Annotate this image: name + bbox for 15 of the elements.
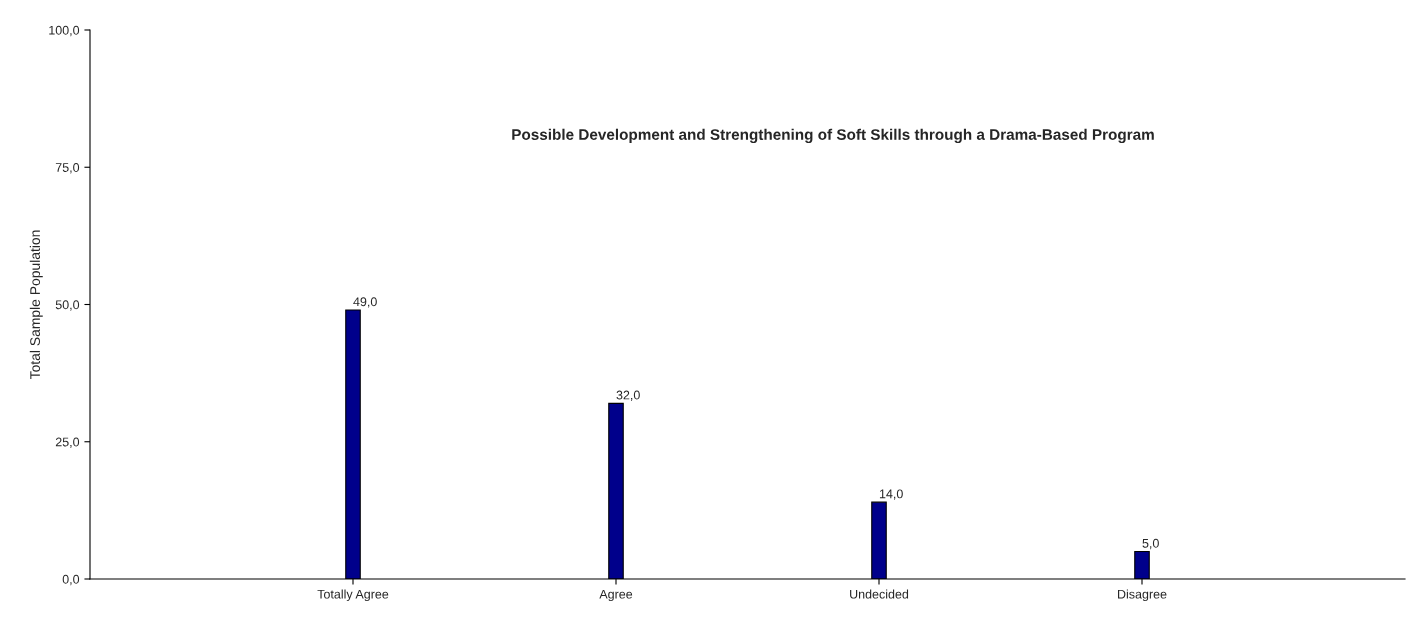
data-label: 5,0 bbox=[1142, 538, 1159, 550]
data-label: 49,0 bbox=[353, 297, 377, 308]
x-tick-label: Undecided bbox=[850, 589, 909, 599]
y-tick-label: 50,0 bbox=[55, 300, 80, 311]
data-label: 14,0 bbox=[879, 489, 903, 500]
x-tick-label: Agree bbox=[599, 589, 633, 602]
x-tick-label: Disagree bbox=[1118, 589, 1167, 602]
y-axis-title: Total Sample Population bbox=[29, 230, 43, 380]
y-tick-label: 100,0 bbox=[49, 25, 80, 37]
y-tick-label: 75,0 bbox=[55, 163, 80, 174]
x-tick-label: Totally Agree bbox=[317, 589, 389, 602]
text: Possible Development and Strengthening of Soft Skills through a Drama-Based Program bbox=[512, 128, 1154, 144]
data-label: 32,0 bbox=[616, 390, 640, 401]
y-tick-label: 0,0 bbox=[62, 574, 80, 586]
y-tick-label: 25,0 bbox=[55, 437, 80, 448]
